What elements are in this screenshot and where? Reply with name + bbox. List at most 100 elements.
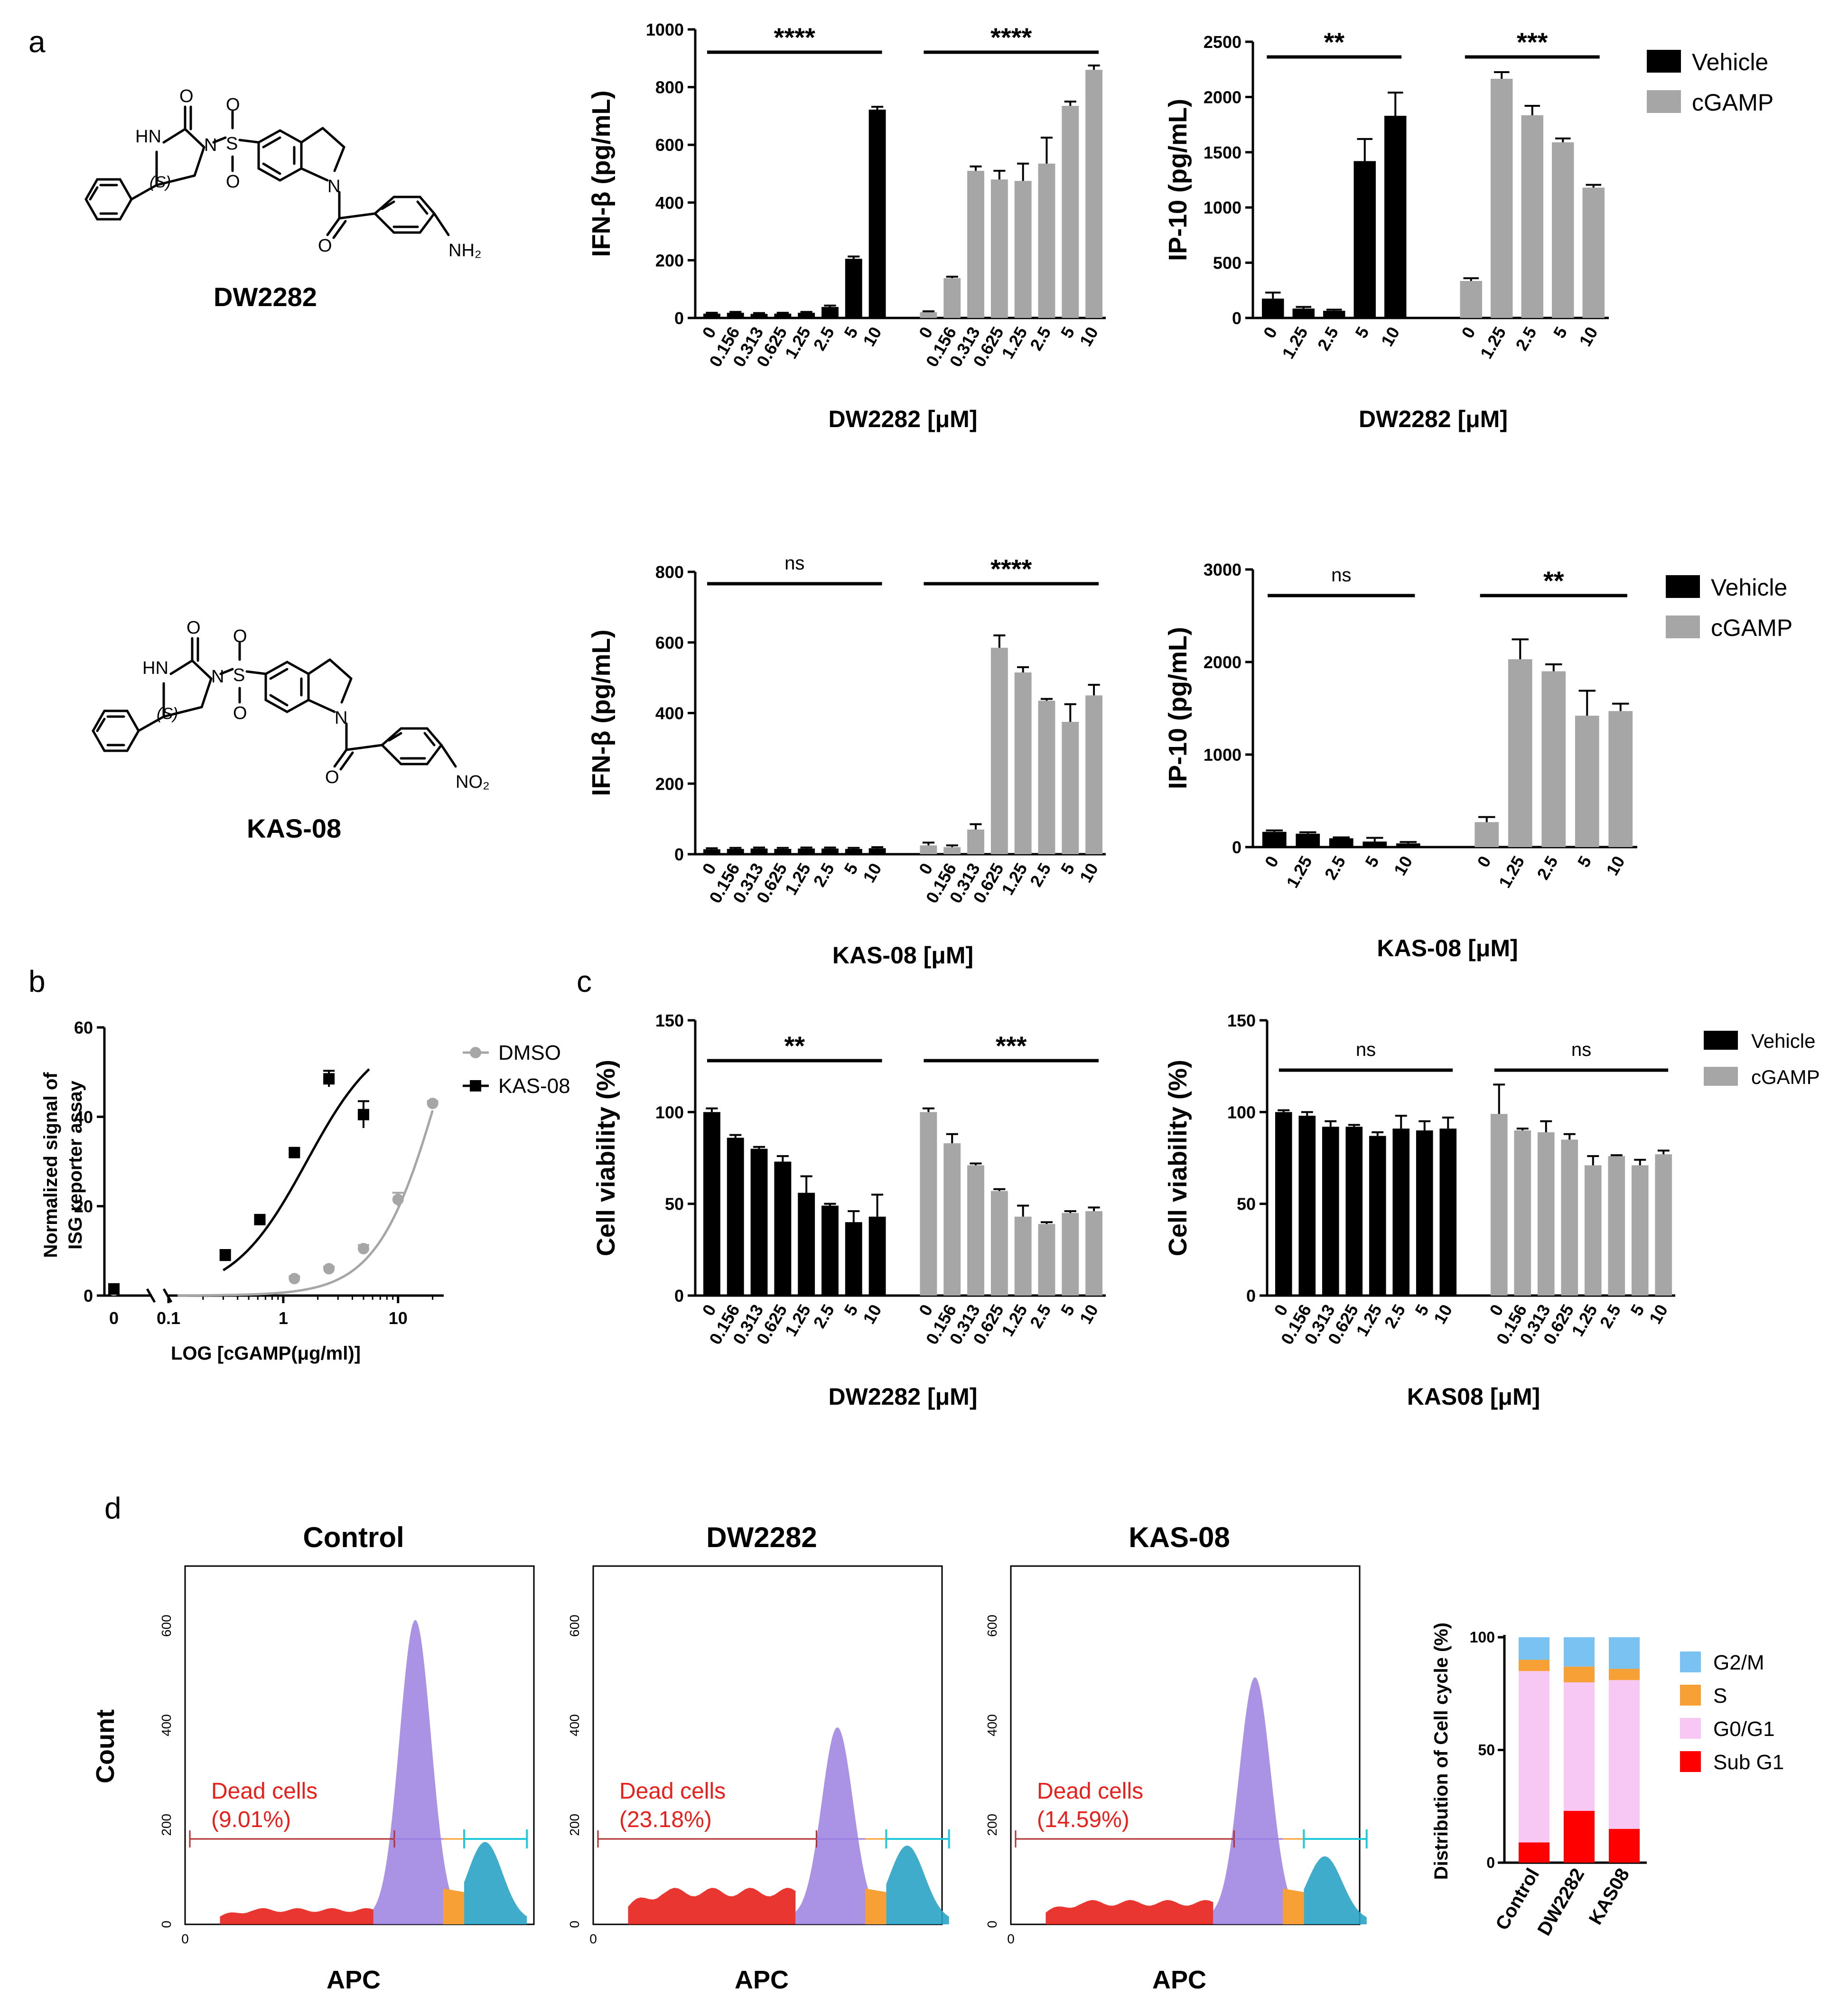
atom-s: S: [226, 134, 238, 154]
y-tick-label: 0: [84, 1286, 93, 1306]
x-axis-label: APC: [327, 1966, 381, 1994]
legend-label-cgamp: cGAMP: [1711, 615, 1792, 641]
y-tick-label: 1000: [1204, 198, 1241, 217]
y-tick-label: 400: [655, 704, 684, 723]
x-tick-label: 0: [109, 1308, 119, 1328]
bar-vehicle: [1416, 1130, 1433, 1296]
bar-vehicle: [774, 849, 792, 854]
bar-cgamp: [920, 845, 937, 854]
atom-o: O: [325, 767, 339, 787]
bar-cgamp: [1584, 1165, 1602, 1296]
bar-cgamp: [990, 1191, 1008, 1296]
bar-vehicle: [750, 1148, 768, 1296]
y-tick-label: 0: [1232, 308, 1241, 328]
x-tick-label: 10: [1075, 324, 1102, 350]
axis-break: [146, 1288, 156, 1303]
x-tick-label: 5: [840, 324, 862, 342]
x-tick-label: 1.25: [1495, 853, 1529, 891]
y-tick-label: 200: [655, 251, 684, 270]
x-tick-label: 1: [279, 1308, 288, 1328]
dead-cells-percent: (14.59%): [1037, 1807, 1129, 1832]
x-tick-label: 10: [1645, 1301, 1672, 1327]
atom-n: N: [327, 177, 340, 196]
bar-vehicle: [1363, 841, 1387, 847]
bar-vehicle: [821, 1205, 839, 1296]
legend-swatch: [1680, 1651, 1701, 1672]
bar-vehicle: [1292, 308, 1315, 318]
x-tick-label: 0: [1270, 1301, 1292, 1319]
y-tick-label: 200: [159, 1814, 174, 1836]
atom-o: O: [187, 618, 201, 638]
significance-label: **: [1543, 566, 1564, 596]
significance-label: ****: [774, 22, 815, 52]
point-kas08-zero: [108, 1283, 120, 1295]
bar-vehicle: [703, 849, 720, 854]
y-tick-label: 3000: [1204, 560, 1241, 579]
x-tick-label: 5: [1057, 860, 1079, 878]
x-tick-label: 1.25: [1278, 324, 1312, 362]
y-tick-label: 200: [567, 1814, 582, 1836]
bar-vehicle: [1353, 161, 1376, 318]
x-tick-label: 1.25: [1568, 1301, 1601, 1340]
bar-vehicle: [1298, 1116, 1316, 1296]
y-tick-label: 0: [1232, 838, 1241, 857]
point-dmso: [392, 1194, 404, 1205]
x-tick-label: 10: [859, 860, 886, 886]
g0-g1-peak: [373, 1620, 457, 1924]
x-axis-label: DW2282 [μM]: [1359, 406, 1508, 432]
x-tick-label: 5: [840, 860, 862, 878]
y-tick-label: 1000: [1204, 745, 1241, 765]
legend-row1: Vehicle cGAMP: [1647, 49, 1773, 116]
y-tick-label: 50: [665, 1194, 684, 1214]
legend-swatch-vehicle: [1647, 50, 1681, 73]
y-tick-label: 400: [567, 1714, 582, 1736]
bar-cgamp: [1062, 106, 1079, 318]
bar-cgamp: [990, 647, 1008, 854]
panel-letter-a: a: [28, 25, 46, 59]
bar-cgamp: [1460, 281, 1482, 318]
legend-swatch-cgamp: [1704, 1067, 1738, 1086]
legend-label: S: [1713, 1684, 1727, 1707]
y-tick-label: 1500: [1204, 143, 1241, 162]
y-tick-label: 400: [655, 193, 684, 213]
y-axis-label: IFN-β (pg/mL): [587, 630, 616, 796]
y-tick-label: 100: [1470, 1629, 1495, 1646]
x-tick-label: 10: [1390, 853, 1417, 879]
y-axis-label: Cell viability (%): [1164, 1060, 1192, 1256]
bar-vehicle: [727, 849, 744, 854]
x-tick-label: 0: [1261, 853, 1283, 871]
x-tick-label: 2.5: [1596, 1301, 1625, 1332]
atom-n: N: [204, 135, 217, 155]
significance-label: ns: [1356, 1039, 1376, 1060]
x-tick-label: 0: [1457, 324, 1479, 342]
bar-cgamp: [1631, 1165, 1649, 1296]
x-tick-label: 0: [181, 1931, 189, 1946]
significance-label: ns: [1571, 1039, 1591, 1060]
bar-cgamp: [920, 312, 937, 318]
s-phase-region: [865, 1888, 887, 1924]
x-tick-label: 0: [1473, 853, 1495, 871]
y-axis-label: Cell viability (%): [592, 1060, 620, 1256]
stack-segment-g0-g1: [1609, 1680, 1640, 1829]
point-dmso: [323, 1263, 335, 1275]
y-tick-label: 100: [655, 1102, 684, 1122]
point-dmso: [357, 1243, 369, 1255]
legend-label: Sub G1: [1713, 1751, 1784, 1774]
atom-o: O: [226, 172, 240, 192]
y-tick-label: 0: [674, 308, 684, 328]
legend-swatch: [1680, 1751, 1701, 1772]
y-tick-label: 0: [985, 1921, 999, 1928]
x-tick-label: Control: [1492, 1865, 1543, 1934]
bar-cgamp: [1062, 1213, 1079, 1296]
bar-cgamp: [1537, 1132, 1555, 1296]
bar-vehicle: [798, 1193, 815, 1296]
y-tick-label: 0: [674, 845, 684, 864]
x-tick-label: 0: [698, 860, 720, 878]
x-tick-label: KAS08: [1585, 1865, 1634, 1929]
stack-segment-s: [1609, 1669, 1640, 1680]
legend-swatch-vehicle: [1704, 1031, 1738, 1050]
bar-vehicle: [845, 259, 862, 318]
plot-title: Control: [303, 1521, 404, 1553]
